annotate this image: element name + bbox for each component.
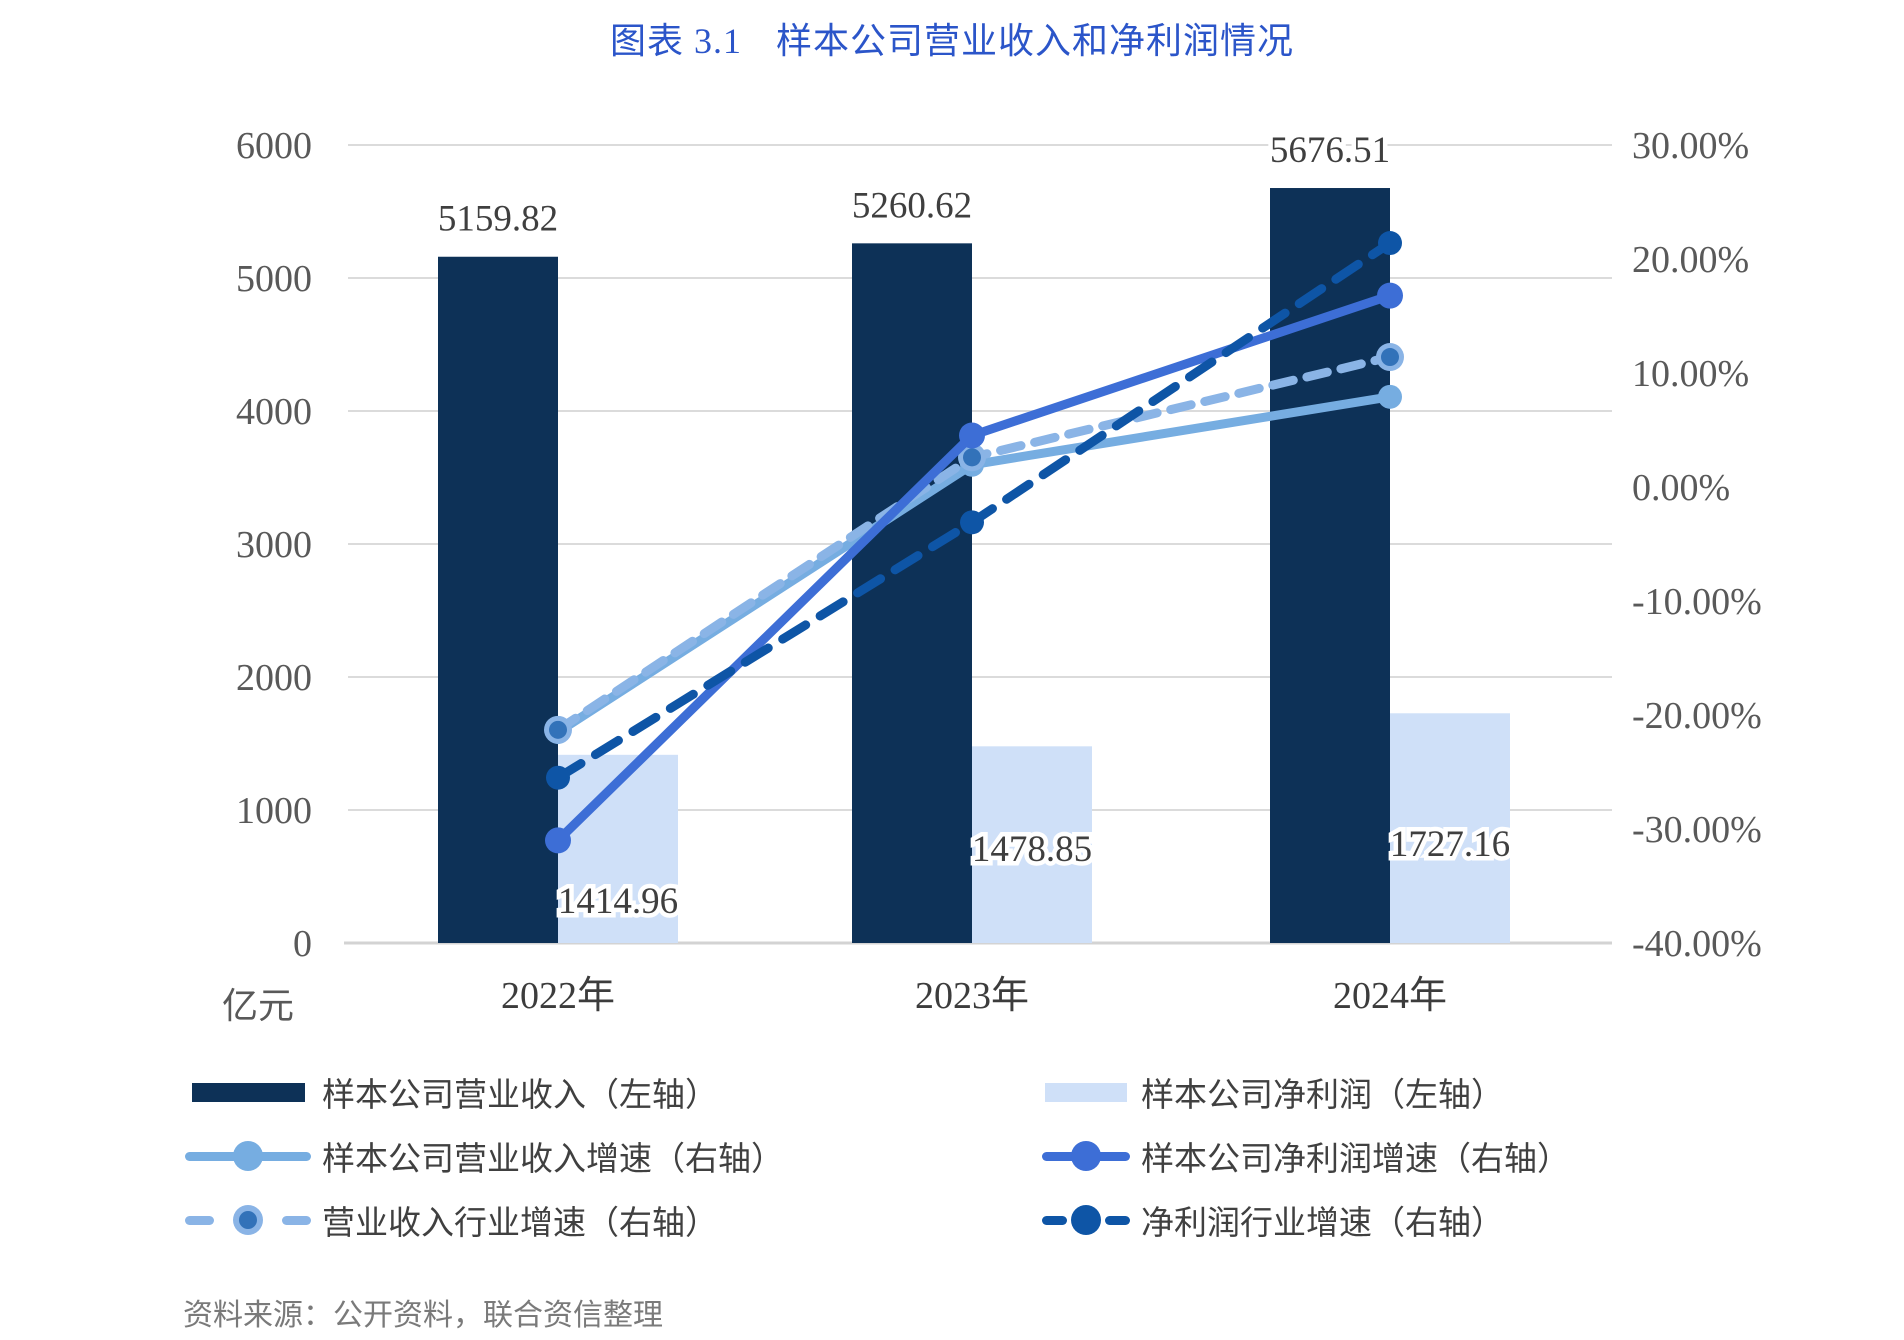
- legend-label-net-profit-bar: 样本公司净利润（左轴）: [1141, 1078, 1504, 1114]
- chart-title-number: 图表 3.1: [609, 21, 742, 61]
- line-series-3: [546, 231, 1402, 790]
- legend-swatch-revenue-bar: [185, 1072, 311, 1112]
- svg-text:4000: 4000: [236, 391, 312, 433]
- legend-item-revenue-growth-line: 样本公司营业收入增速（右轴）: [185, 1136, 784, 1178]
- svg-text:-20.00%: -20.00%: [1632, 695, 1762, 737]
- marker: [959, 422, 985, 449]
- legend-label-revenue-industry-growth-line: 营业收入行业增速（右轴）: [322, 1206, 718, 1242]
- svg-text:1414.96: 1414.96: [558, 881, 678, 922]
- legend-swatch-revenue-industry-growth-line: [185, 1200, 311, 1240]
- legend-label-revenue-growth-line: 样本公司营业收入增速（右轴）: [322, 1142, 784, 1178]
- marker: [960, 510, 984, 535]
- legend-label-net-profit-growth-line: 样本公司净利润增速（右轴）: [1141, 1142, 1570, 1178]
- svg-text:5000: 5000: [236, 258, 312, 300]
- svg-text:5159.82: 5159.82: [438, 199, 558, 240]
- legend-item-revenue-industry-growth-line: 营业收入行业增速（右轴）: [185, 1200, 784, 1242]
- legend-swatch-net-profit-growth-line: [1042, 1136, 1130, 1176]
- svg-text:5676.51: 5676.51: [1270, 130, 1390, 171]
- svg-text:0.00%: 0.00%: [1632, 467, 1730, 509]
- source-note: 资料来源：公开资料，联合资信整理: [183, 1299, 663, 1332]
- line-series-2: [544, 343, 1404, 744]
- legend-item-net-profit-growth-line: 样本公司净利润增速（右轴）: [1042, 1136, 1570, 1178]
- bar: [972, 746, 1092, 943]
- legend-item-net-profit-bar: 样本公司净利润（左轴）: [1042, 1072, 1570, 1114]
- svg-text:5260.62: 5260.62: [852, 185, 972, 226]
- svg-text:20.00%: 20.00%: [1632, 239, 1749, 281]
- svg-text:3000: 3000: [236, 524, 312, 566]
- svg-text:2000: 2000: [236, 657, 312, 699]
- legend-label-revenue-bar: 样本公司营业收入（左轴）: [322, 1078, 718, 1114]
- legend-item-revenue-bar: 样本公司营业收入（左轴）: [185, 1072, 784, 1114]
- svg-text:1478.85: 1478.85: [972, 829, 1092, 870]
- marker: [1377, 282, 1403, 309]
- chart-title-text: 样本公司营业收入和净利润情况: [776, 21, 1295, 61]
- marker: [1378, 384, 1402, 409]
- legend-swatch-revenue-growth-line: [185, 1136, 311, 1176]
- svg-text:-10.00%: -10.00%: [1632, 581, 1762, 623]
- svg-text:-30.00%: -30.00%: [1632, 809, 1762, 851]
- marker: [545, 827, 571, 854]
- svg-text:2022年: 2022年: [501, 975, 615, 1017]
- chart-plot-area: 0 1000 2000 3000 4000 5000 6000 30.00% 20.00% 10.…: [222, 125, 1762, 1026]
- bar: [1390, 713, 1510, 943]
- line-series-1: [545, 282, 1403, 854]
- legend-swatch-net-profit-industry-growth-line: [1042, 1200, 1130, 1240]
- marker: [546, 765, 570, 790]
- svg-text:-40.00%: -40.00%: [1632, 923, 1762, 965]
- marker: [1378, 231, 1402, 256]
- svg-text:1000: 1000: [236, 790, 312, 832]
- legend-item-net-profit-industry-growth-line: 净利润行业增速（右轴）: [1042, 1200, 1570, 1242]
- bar: [438, 256, 558, 944]
- svg-text:2023年: 2023年: [915, 975, 1029, 1017]
- legend-swatch-net-profit-bar: [1042, 1072, 1130, 1112]
- svg-text:亿元: 亿元: [222, 986, 294, 1026]
- svg-text:30.00%: 30.00%: [1632, 125, 1749, 167]
- marker-center: [963, 448, 981, 467]
- svg-text:1727.16: 1727.16: [1390, 824, 1510, 865]
- svg-text:2024年: 2024年: [1333, 975, 1447, 1017]
- chart-title: 图表 3.1 样本公司营业收入和净利润情况: [0, 12, 1904, 64]
- svg-text:6000: 6000: [236, 125, 312, 167]
- marker-center: [1381, 348, 1399, 367]
- marker-center: [549, 720, 567, 739]
- legend-label-net-profit-industry-growth-line: 净利润行业增速（右轴）: [1141, 1206, 1504, 1242]
- svg-text:0: 0: [293, 923, 312, 965]
- svg-text:10.00%: 10.00%: [1632, 353, 1749, 395]
- bar: [852, 243, 972, 944]
